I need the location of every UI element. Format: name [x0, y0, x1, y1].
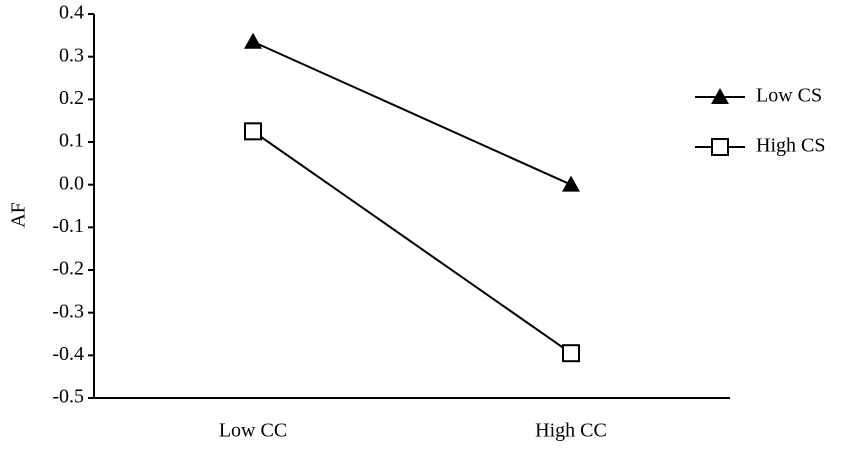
y-axis-label: AF: [8, 202, 30, 228]
marker: [711, 88, 729, 104]
y-tick-label: -0.5: [52, 386, 84, 408]
marker: [562, 175, 580, 192]
series-line: [252, 130, 572, 355]
marker: [711, 138, 729, 156]
marker: [244, 32, 262, 49]
y-tick-label: -0.4: [52, 343, 84, 365]
y-tick-label: -0.1: [52, 215, 84, 237]
y-tick-label: -0.3: [52, 300, 84, 322]
x-tick-label: High CC: [535, 420, 607, 442]
legend-label: Low CS: [756, 85, 822, 107]
y-tick-label: 0.4: [59, 2, 84, 24]
y-tick-label: 0.3: [59, 44, 84, 66]
y-tick-label: 0.1: [59, 130, 84, 152]
y-tick-label: 0.0: [59, 172, 84, 194]
x-tick-label: Low CC: [219, 420, 287, 442]
marker: [244, 122, 262, 141]
y-tick-label: 0.2: [59, 87, 84, 109]
legend-label: High CS: [756, 135, 825, 157]
marker: [562, 344, 580, 363]
y-tick-label: -0.2: [52, 258, 84, 280]
series-line: [252, 40, 572, 186]
